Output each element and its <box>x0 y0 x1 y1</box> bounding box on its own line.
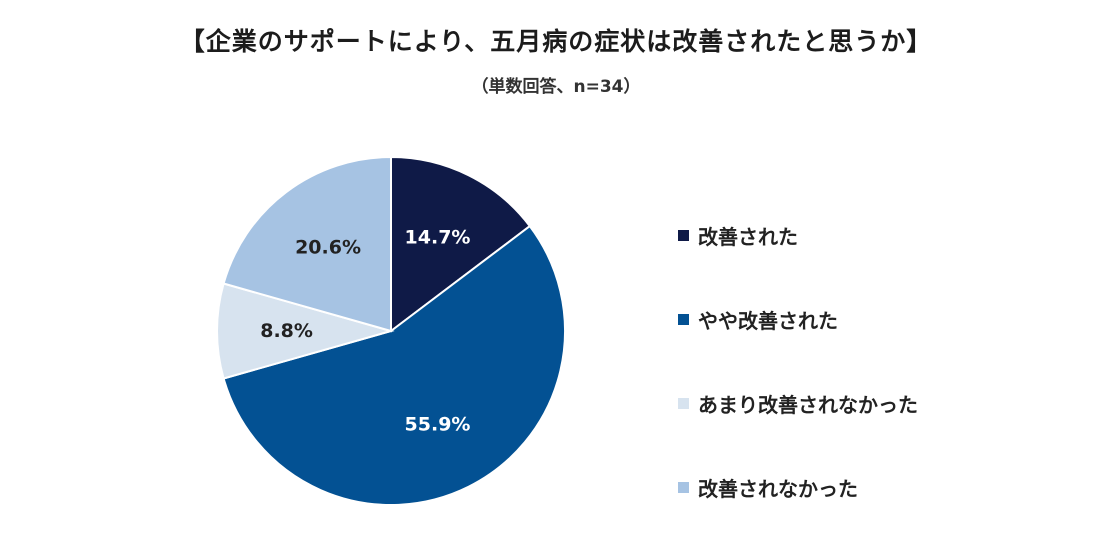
legend-swatch <box>678 397 689 409</box>
pie-slice-4 <box>222 155 392 333</box>
legend-item-3: あまり改善されなかった <box>678 361 918 445</box>
pie-slice-label-3: 8.8% <box>260 320 313 342</box>
legend-label: やや改善された <box>698 308 838 333</box>
chart-subtitle: （単数回答、n=34） <box>471 77 641 97</box>
legend-item-1: 改善された <box>678 193 918 277</box>
chart-title: 【企業のサポートにより、五月病の症状は改善されたと思うか】 <box>179 27 933 56</box>
pie-slice-2 <box>222 224 566 506</box>
pie-slice-label-1: 14.7% <box>405 227 471 249</box>
pie-slice-3 <box>216 282 395 380</box>
legend-swatch <box>678 481 689 493</box>
legend-swatch <box>678 229 689 241</box>
legend-item-4: 改善されなかった <box>678 445 918 529</box>
pie-slice-label-4: 20.6% <box>295 237 361 259</box>
legend: 改善されたやや改善されたあまり改善されなかった 改善されなかった <box>678 193 918 529</box>
legend-label: あまり改善されなかった <box>698 392 918 417</box>
legend-label: 改善された <box>698 224 798 249</box>
pie-slice-label-2: 55.9% <box>405 413 471 435</box>
legend-swatch <box>678 313 689 325</box>
pie-slice-1 <box>390 155 532 334</box>
legend-label: 改善されなかった <box>698 476 858 501</box>
legend-item-2: やや改善された <box>678 277 918 361</box>
